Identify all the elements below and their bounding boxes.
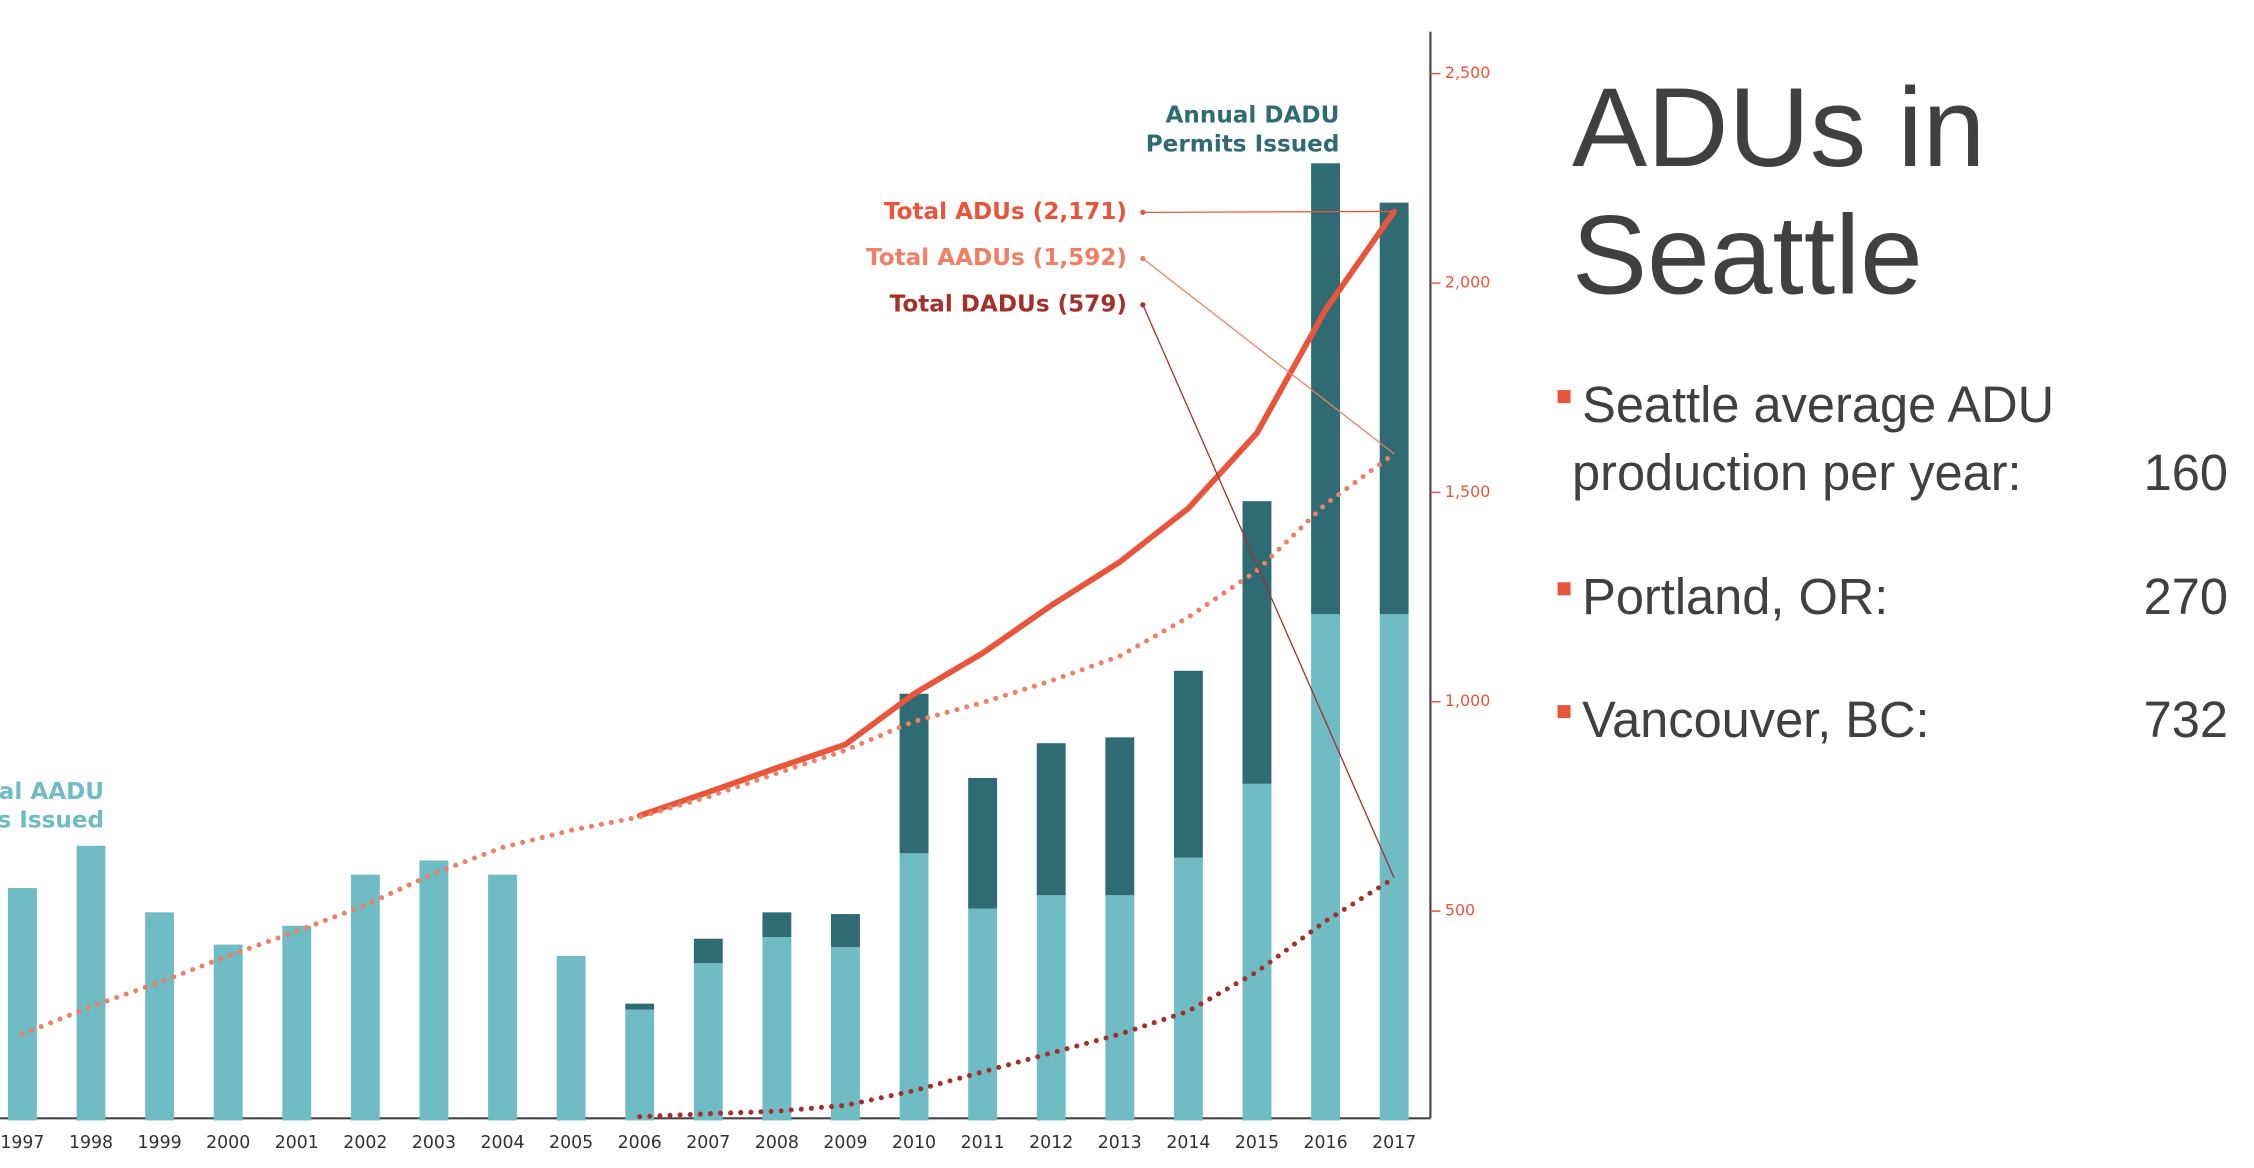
x-tick-label: 2012 [1029,1133,1073,1153]
x-tick-label: 2005 [549,1133,593,1153]
item-label: Seattle average ADU production per year: [1572,376,2054,501]
x-tick-label: 2004 [480,1133,524,1153]
bar [1242,501,1272,784]
bar [76,845,106,1121]
bar [419,860,449,1121]
line-label: Total ADUs (2,171) [884,199,1127,225]
x-tick-label: 2006 [618,1133,662,1153]
x-tick-label: 2002 [343,1133,387,1153]
line-series [636,208,1398,819]
bar [145,912,175,1121]
x-tick-label: 1997 [0,1133,44,1153]
x-tick-label: 2009 [823,1133,867,1153]
bullet [1557,705,1571,719]
x-tick-label: 2011 [961,1133,1005,1153]
panel: ADUs in Seattle Seattle average ADU product… [1557,64,2228,748]
bar [213,944,243,1121]
bar [899,853,929,1121]
x-tick-label: 2000 [206,1133,250,1153]
panel-title: ADUs in Seattle [1572,64,1985,317]
bar [282,925,312,1121]
y-tick-label: 2,500 [1445,63,1490,82]
bar [556,955,586,1121]
x-tick-label: 2014 [1166,1133,1210,1153]
x-tick-label: 1998 [69,1133,113,1153]
x-tick-label: 2003 [412,1133,456,1153]
line-series [637,875,1397,1120]
y-tick-label: 1,000 [1445,691,1490,710]
bar [7,888,37,1121]
series-label: Annual AADUPermits Issued [0,778,104,833]
bar [831,914,860,948]
bullet [1557,582,1571,596]
leader-dot [1140,209,1146,215]
leader-line [1142,304,1395,879]
bar [1173,857,1203,1121]
item-value: 732 [2144,691,2228,748]
bar [1379,614,1409,1121]
bar [693,963,723,1121]
bar [831,947,860,1121]
x-tick-label: 1999 [138,1133,182,1153]
item-label: Portland, OR: [1582,568,1888,625]
bar [1036,743,1066,896]
bar [1105,737,1135,896]
bar [693,938,723,964]
item-value: 160 [2144,444,2228,501]
bar [968,777,998,909]
y-tick-label: 1,500 [1445,482,1490,501]
x-tick-label: 2017 [1372,1133,1416,1153]
bar [968,908,998,1121]
leader-line [1142,258,1395,455]
line-label: Total DADUs (579) [890,291,1127,317]
line-series [19,451,1397,1037]
bar [762,912,792,938]
y-tick-label: 2,000 [1445,273,1490,292]
x-tick-label: 2016 [1304,1133,1348,1153]
bar [899,693,929,854]
line-label: Total AADUs (1,592) [866,245,1127,271]
x-tick-label: 2008 [755,1133,799,1153]
bar [350,874,380,1121]
bar [762,937,792,1121]
bar [1242,783,1272,1121]
item-label: Vancouver, BC: [1582,691,1929,748]
x-tick-label: 2010 [892,1133,936,1153]
series-label: Annual DADU Permits Issued [1146,102,1340,157]
leader-dot [1140,302,1146,308]
x-tick-label: 2013 [1098,1133,1142,1153]
bar [625,1003,655,1010]
bar [1173,670,1203,858]
bar [488,874,517,1121]
bar [1036,895,1066,1121]
bar [1311,614,1341,1121]
x-tick-label: 2015 [1235,1133,1279,1153]
bar [625,1009,655,1121]
bar [1105,895,1135,1121]
x-tick-label: 2001 [275,1133,319,1153]
y-tick-label: 500 [1445,901,1475,920]
bar [1379,202,1409,615]
bullet [1557,390,1571,404]
x-tick-label: 2007 [686,1133,730,1153]
bar [1311,163,1341,615]
leader-line [1142,210,1395,214]
item-value: 270 [2144,568,2228,625]
